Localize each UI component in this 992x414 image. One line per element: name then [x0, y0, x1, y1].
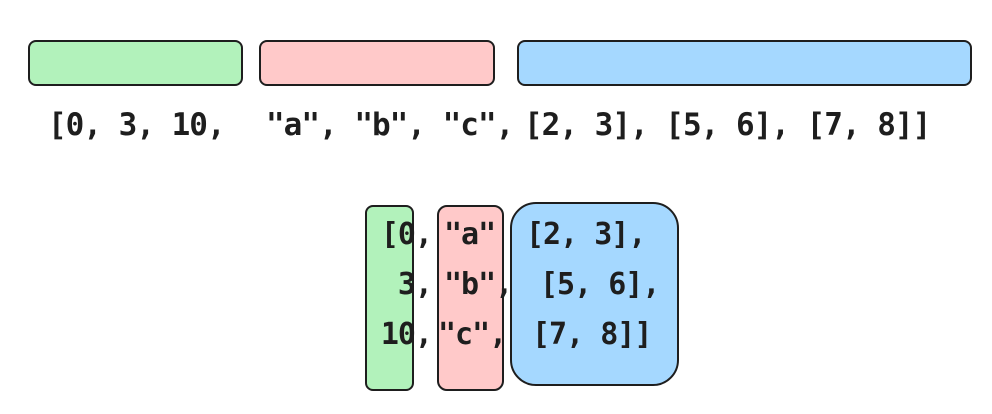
diagram-canvas: [0, 3, 10, "a", "b", "c", [2, 3], [5, 6]… — [0, 0, 992, 414]
pairs-flat-text: [2, 3], [5, 6], [7, 8]] — [524, 110, 930, 141]
ints-flat-text: [0, 3, 10, — [48, 110, 225, 141]
ints-item: [0, — [364, 210, 432, 260]
pairs-item: [7, 8]] — [526, 310, 659, 360]
ints-bar — [28, 40, 243, 86]
pairs-item: [5, 6], — [526, 260, 659, 310]
strings-bar — [259, 40, 495, 86]
pairs-bar — [517, 40, 972, 86]
strings-flat-text: "a", "b", "c", — [266, 110, 513, 141]
ints-item: 3, — [364, 260, 432, 310]
strings-column-text: "a""b","c", — [438, 210, 512, 360]
ints-item: 10, — [364, 310, 432, 360]
ints-column-text: [0,3,10, — [364, 210, 432, 360]
pairs-item: [2, 3], — [526, 210, 659, 260]
strings-item: "c", — [438, 310, 512, 360]
strings-item: "b", — [438, 260, 512, 310]
strings-item: "a" — [438, 210, 512, 260]
pairs-column-text: [2, 3],[5, 6],[7, 8]] — [526, 210, 659, 360]
